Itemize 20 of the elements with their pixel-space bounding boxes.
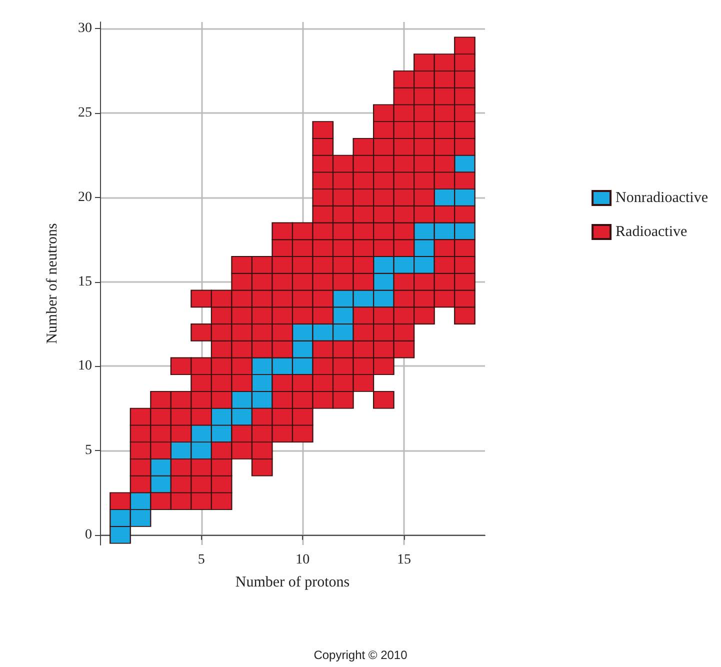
y-tick-label: 0 [85,527,92,542]
point [110,526,131,544]
legend-label: Nonradioactive [616,190,708,206]
y-tick-label: 15 [78,274,92,290]
legend-label: Radioactive [616,224,688,240]
x-tick-label: 5 [198,552,205,568]
point [454,222,476,240]
y-axis-title: Number of neutrons [44,222,60,344]
x-tick-label: 15 [396,552,411,568]
x-axis-title: Number of protons [235,574,350,590]
point [454,188,476,206]
y-tick-label: 25 [78,106,92,121]
x-tick-label: 10 [296,552,310,568]
y-tick-label: 5 [85,443,92,458]
y-tick-label: 20 [78,190,92,205]
y-tick-label: 10 [78,358,92,374]
y-tick-label: 30 [78,21,92,36]
text: Copyright © 2010 [314,648,408,662]
point [110,509,131,527]
point [130,509,152,527]
